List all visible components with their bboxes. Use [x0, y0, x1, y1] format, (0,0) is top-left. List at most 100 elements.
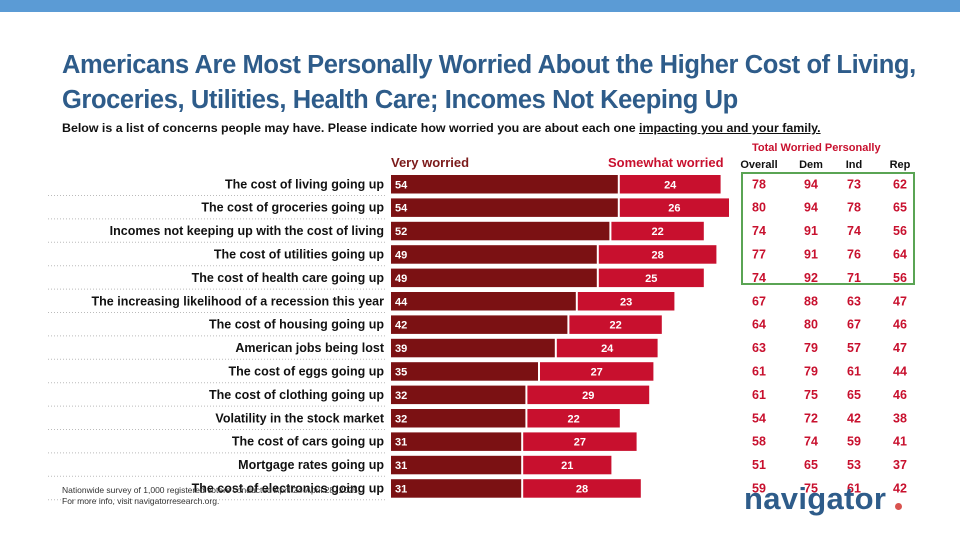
category-label: The increasing likelihood of a recession…	[92, 294, 385, 308]
subtitle-underlined-text: impacting you and your family.	[639, 121, 821, 135]
bar-very-worried	[391, 385, 526, 405]
column-header-dem: Dem	[799, 159, 823, 171]
value-ind: 57	[847, 341, 861, 355]
data-label-very-worried: 32	[395, 413, 407, 425]
bar-very-worried	[391, 432, 522, 451]
value-dem: 91	[804, 247, 818, 261]
bar-very-worried	[391, 268, 597, 288]
category-label: The cost of cars going up	[232, 435, 384, 449]
value-rep: 65	[893, 201, 907, 215]
value-rep: 41	[893, 435, 907, 449]
bar-very-worried	[391, 245, 597, 264]
value-ind: 76	[847, 247, 861, 261]
bar-very-worried	[391, 175, 618, 194]
navigator-logo: navigator	[744, 481, 887, 516]
bar-somewhat-worried	[619, 198, 729, 217]
value-dem: 92	[804, 271, 818, 285]
value-dem: 75	[804, 481, 818, 495]
data-label-very-worried: 54	[395, 203, 408, 215]
data-label-somewhat-worried: 26	[668, 203, 680, 215]
data-label-somewhat-worried: 29	[582, 390, 594, 402]
value-overall: 61	[752, 388, 766, 402]
value-dem: 74	[804, 435, 818, 449]
value-dem: 75	[804, 388, 818, 402]
top-accent-bar	[0, 0, 960, 12]
value-ind: 61	[847, 364, 861, 378]
value-dem: 94	[804, 201, 818, 215]
value-rep: 62	[893, 177, 907, 191]
value-ind: 67	[847, 318, 861, 332]
bar-somewhat-worried	[569, 315, 662, 334]
value-rep: 44	[893, 364, 907, 378]
column-header-ind: Ind	[845, 159, 863, 171]
value-ind: 53	[847, 458, 861, 472]
value-dem: 72	[804, 411, 818, 425]
bar-somewhat-worried	[527, 409, 620, 428]
bar-very-worried	[391, 479, 522, 498]
value-dem: 94	[804, 177, 818, 191]
footnote-survey: Nationwide survey of 1,000 registered vo…	[62, 485, 361, 495]
bar-very-worried	[391, 362, 538, 381]
bar-somewhat-worried	[523, 455, 612, 475]
value-dem: 88	[804, 294, 818, 308]
data-label-somewhat-worried: 22	[609, 320, 621, 332]
bar-very-worried	[391, 198, 618, 217]
bar-very-worried	[391, 338, 555, 358]
bar-somewhat-worried	[556, 338, 658, 358]
column-header-overall: Overall	[740, 159, 778, 171]
category-label: Incomes not keeping up with the cost of …	[110, 224, 384, 238]
value-overall: 78	[752, 177, 766, 191]
value-ind: 74	[847, 224, 861, 238]
bar-somewhat-worried	[540, 362, 654, 381]
value-rep: 38	[893, 411, 907, 425]
chart-title: Americans Are Most Personally Worried Ab…	[62, 51, 916, 114]
logo-dot	[895, 503, 902, 510]
category-label: The cost of housing going up	[209, 318, 384, 332]
bar-somewhat-worried	[523, 479, 641, 498]
value-dem: 65	[804, 458, 818, 472]
data-label-somewhat-worried: 22	[651, 226, 663, 238]
value-overall: 80	[752, 201, 766, 215]
value-dem: 79	[804, 364, 818, 378]
category-label: The cost of eggs going up	[228, 364, 384, 378]
data-label-somewhat-worried: 24	[601, 343, 614, 355]
value-rep: 46	[893, 318, 907, 332]
category-label: American jobs being lost	[235, 341, 384, 355]
category-label: The cost of living going up	[225, 177, 384, 191]
data-label-very-worried: 49	[395, 249, 407, 261]
value-rep: 56	[893, 224, 907, 238]
data-label-somewhat-worried: 24	[664, 179, 677, 191]
value-overall: 64	[752, 318, 766, 332]
column-header-rep: Rep	[889, 159, 911, 171]
category-label: The cost of health care going up	[192, 271, 385, 285]
value-ind: 78	[847, 201, 861, 215]
value-rep: 64	[893, 247, 907, 261]
data-label-very-worried: 39	[395, 343, 407, 355]
value-ind: 63	[847, 294, 861, 308]
data-label-somewhat-worried: 28	[576, 483, 588, 495]
data-label-very-worried: 54	[395, 179, 408, 191]
value-rep: 47	[893, 294, 907, 308]
value-ind: 61	[847, 481, 861, 495]
data-label-somewhat-worried: 25	[645, 273, 657, 285]
value-overall: 51	[752, 458, 766, 472]
bar-somewhat-worried	[598, 268, 704, 288]
value-overall: 58	[752, 435, 766, 449]
value-overall: 54	[752, 411, 766, 425]
value-dem: 79	[804, 341, 818, 355]
value-rep: 47	[893, 341, 907, 355]
legend-very-worried: Very worried	[391, 155, 470, 170]
value-rep: 46	[893, 388, 907, 402]
bar-somewhat-worried	[527, 385, 650, 405]
value-ind: 65	[847, 388, 861, 402]
data-label-very-worried: 31	[395, 483, 407, 495]
value-overall: 77	[752, 247, 766, 261]
value-overall: 61	[752, 364, 766, 378]
chart-subtitle: Below is a list of concerns people may h…	[62, 121, 821, 135]
data-label-very-worried: 49	[395, 273, 407, 285]
bar-very-worried	[391, 292, 576, 311]
subtitle-text: Below is a list of concerns people may h…	[62, 121, 640, 135]
bar-somewhat-worried	[523, 432, 637, 451]
data-label-very-worried: 35	[395, 366, 407, 378]
value-overall: 63	[752, 341, 766, 355]
